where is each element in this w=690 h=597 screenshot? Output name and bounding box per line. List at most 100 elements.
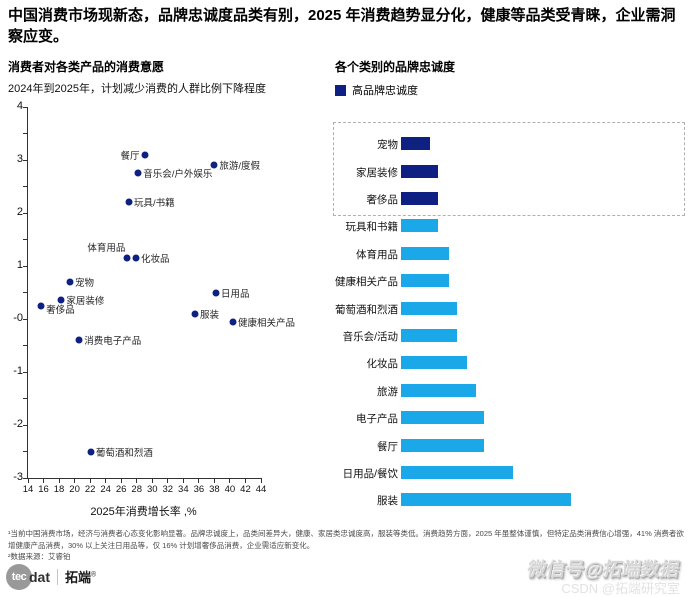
bar-category-label: 电子产品	[356, 413, 398, 426]
bar	[401, 246, 449, 260]
scatter-point	[37, 302, 45, 310]
scatter-point	[125, 198, 133, 206]
y-axis-tick-label: -3	[13, 471, 23, 483]
bar-category-label: 健康相关产品	[335, 276, 398, 289]
bar-chart-rows: 宠物 家居装修 奢侈品 玩具和书籍 体育用品 健康相关产品 葡萄酒和烈酒 音乐会/活动 化妆品旅…	[330, 130, 684, 520]
y-axis-tick-label: 2	[16, 206, 23, 218]
y-axis-tick	[23, 239, 28, 240]
y-axis-tick-label: 3	[16, 153, 23, 165]
scatter-point	[212, 289, 220, 296]
footnotes: ¹当前中国消费市场，经济与消费者心态变化影响显著。品牌忠诚度上，品类间差异大，健…	[8, 528, 684, 563]
x-axis-tick	[182, 478, 184, 483]
x-axis-tick-label: 36	[193, 484, 205, 495]
scatter-point-label: 日用品	[220, 288, 250, 300]
x-axis-tick	[74, 478, 76, 483]
scatter-point-label: 化妆品	[140, 254, 170, 266]
logo-cn-name: 拓端®	[65, 567, 96, 586]
scatter-chart-title: 消费者对各类产品的消费意愿	[8, 60, 165, 74]
bar-category-label: 旅游	[377, 385, 398, 398]
bar	[401, 137, 430, 151]
x-axis-tick	[198, 478, 200, 483]
bar-category-label: 化妆品	[366, 358, 399, 371]
x-axis-tick-label: 34	[178, 484, 189, 495]
x-axis-tick-label: 20	[69, 484, 80, 495]
x-axis-tick-label: 44	[255, 484, 267, 495]
watermark-main: 微信号@拓端数据	[526, 560, 682, 581]
x-axis-tick-label: 32	[162, 484, 174, 495]
y-axis-tick-label: -0	[13, 312, 23, 324]
bar-chart-title: 各个类别的品牌忠诚度	[335, 60, 456, 74]
y-axis-tick	[23, 371, 28, 373]
scatter-point-label: 餐厅	[120, 150, 140, 162]
x-axis-tick-label: 16	[38, 484, 49, 495]
y-axis-tick	[23, 477, 28, 479]
footnote-1: ¹当前中国消费市场，经济与消费者心态变化影响显著。品牌忠诚度上，品类间差异大，健…	[8, 529, 684, 550]
y-axis-tick	[23, 424, 28, 426]
bar-category-label: 服装	[377, 495, 398, 508]
bar-category-label: 玩具和书籍	[345, 221, 399, 234]
scatter-chart-subtitle: 2024年到2025年，计划减少消费的人群比例下降程度	[8, 83, 266, 95]
x-axis-tick	[58, 478, 60, 483]
x-axis-tick	[120, 478, 122, 483]
bar-category-label: 家居装修	[356, 166, 398, 179]
scatter-point	[210, 161, 218, 169]
bar-category-label: 餐厅	[377, 440, 398, 453]
logo-circle-icon: tec	[6, 563, 32, 590]
high-loyalty-highlight-box	[333, 122, 685, 216]
scatter-point-label: 葡萄酒和烈酒	[95, 447, 153, 459]
y-axis-tick	[23, 265, 28, 267]
x-axis-tick	[260, 478, 262, 483]
y-axis-tick	[23, 398, 28, 399]
scatter-point	[75, 336, 83, 344]
bar	[401, 274, 449, 288]
scatter-point-label: 玩具/书籍	[133, 198, 175, 210]
x-axis-tick-label: 28	[131, 484, 143, 495]
legend-label: 高品牌忠诚度	[352, 85, 418, 97]
watermark: 微信号@拓端数据 CSDN @拓端研究室	[526, 555, 682, 597]
x-axis-tick-label: 38	[209, 484, 220, 495]
x-axis-tick-label: 30	[146, 484, 158, 495]
x-axis-tick	[89, 478, 91, 483]
x-axis-tick-label: 40	[224, 484, 236, 495]
x-axis-tick	[43, 478, 45, 483]
x-axis-tick	[213, 478, 215, 483]
x-axis-tick	[27, 478, 29, 483]
x-axis-tick	[151, 478, 153, 483]
scatter-point-label: 宠物	[74, 277, 94, 289]
bar-chart-legend: 高品牌忠诚度	[335, 82, 418, 98]
tecdat-logo: tec dat 拓端®	[6, 563, 96, 590]
y-axis-tick-label: 1	[16, 259, 23, 271]
y-axis-tick-label: 4	[16, 100, 23, 112]
y-axis-tick	[23, 292, 28, 293]
scatter-x-axis-title: 2025年消费增长率 ,%	[90, 506, 197, 518]
y-axis-tick	[23, 212, 28, 214]
bar	[401, 301, 458, 315]
y-axis-tick	[23, 451, 28, 452]
logo-cn-text: 拓端	[65, 570, 92, 585]
scatter-point	[57, 296, 65, 304]
bar	[401, 219, 439, 233]
legend-swatch-high-loyalty	[335, 84, 346, 96]
scatter-point-label: 体育用品	[87, 243, 126, 255]
scatter-point-label: 旅游/度假	[219, 161, 261, 173]
x-axis-tick-label: 18	[53, 484, 65, 495]
bar-category-label: 宠物	[377, 139, 398, 152]
logo-name-suffix: dat	[29, 568, 50, 585]
bar	[401, 438, 485, 452]
scatter-point	[123, 254, 131, 262]
x-axis-tick	[229, 478, 231, 483]
scatter-point-label: 家居装修	[66, 296, 105, 308]
bar	[401, 411, 485, 425]
scatter-plot: 4 3 2 1 -0 -1 -2 -3 14 16 18 20 22 24 26 28 30 32 34 36 38 40…	[13, 100, 295, 495]
x-axis-tick	[105, 478, 107, 483]
bar-category-label: 音乐会/活动	[342, 331, 398, 343]
bar	[401, 192, 439, 205]
scatter-point-label: 健康相关产品	[238, 317, 296, 329]
scatter-point-label: 消费电子产品	[84, 336, 142, 348]
bar-category-label: 葡萄酒和烈酒	[335, 303, 398, 316]
x-axis-tick-label: 42	[240, 484, 251, 495]
bar	[401, 466, 514, 479]
bar	[401, 493, 571, 507]
y-axis-tick-label: -2	[13, 418, 23, 430]
bar	[401, 383, 476, 397]
